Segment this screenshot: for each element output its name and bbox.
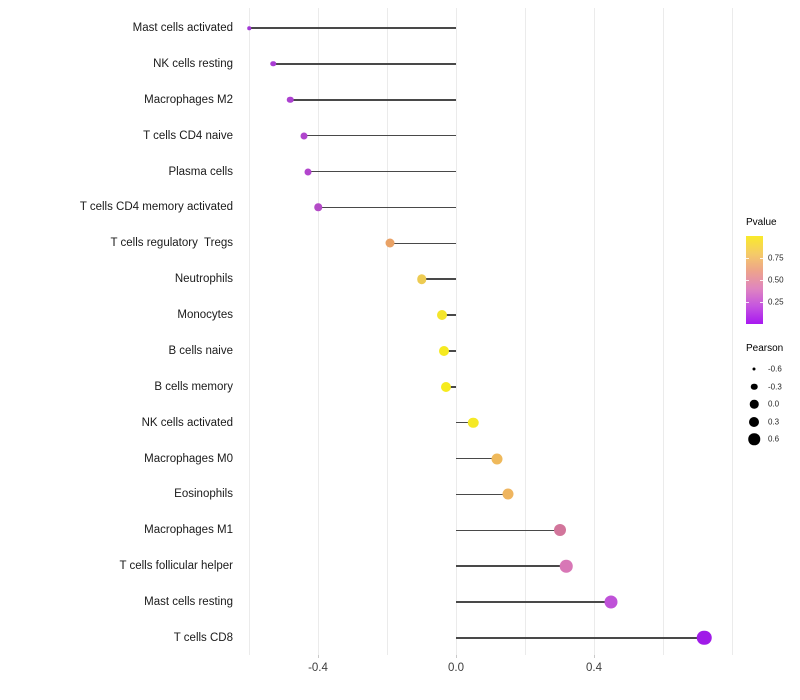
lollipop-stem — [456, 457, 498, 460]
y-axis-label: T cells CD8 — [173, 631, 233, 644]
x-tick-mark — [594, 655, 595, 658]
y-axis-label: B cells memory — [154, 380, 233, 393]
gridline — [663, 8, 664, 655]
y-axis-label: Mast cells resting — [144, 596, 233, 609]
lollipop-dot — [416, 274, 427, 284]
pearson-size-dot — [750, 383, 758, 390]
lollipop-stem — [318, 206, 456, 209]
lollipop-dot — [697, 630, 712, 646]
y-axis-label: Eosinophils — [174, 488, 233, 501]
lollipop-stem — [307, 170, 456, 173]
lollipop-stem — [421, 278, 456, 280]
y-axis-label: T cells follicular helper — [119, 560, 233, 573]
lollipop-dot — [287, 96, 294, 103]
lollipop-dot — [553, 524, 566, 537]
pearson-size-label: 0.6 — [768, 434, 780, 444]
y-axis-label: Plasma cells — [168, 165, 233, 178]
gridline — [732, 8, 733, 655]
pearson-size-label: 0.0 — [768, 399, 780, 409]
lollipop-dot — [300, 132, 308, 140]
lollipop-stem — [290, 99, 456, 101]
lollipop-stem — [456, 493, 508, 496]
y-axis-label: T cells CD4 naive — [143, 129, 233, 142]
pearson-size-label: -0.6 — [768, 364, 782, 374]
colorbar-tick-label: 0.50 — [768, 275, 784, 285]
y-axis-label: T cells CD4 memory activated — [79, 201, 233, 214]
lollipop-stem — [456, 421, 474, 424]
colorbar-tick-label: 0.25 — [768, 297, 784, 307]
y-axis-label: NK cells resting — [153, 57, 233, 70]
colorbar-tick-mark — [760, 302, 763, 303]
y-axis-label: B cells naive — [168, 344, 233, 357]
lollipop-dot — [314, 203, 322, 212]
y-axis-label: Mast cells activated — [132, 22, 233, 34]
pearson-size-dot — [748, 433, 760, 445]
lollipop-stem — [442, 314, 456, 316]
pearson-size-label: -0.3 — [768, 382, 782, 391]
y-axis-label: Monocytes — [177, 309, 233, 322]
lollipop-dot — [437, 310, 448, 321]
lollipop-stem — [390, 242, 456, 245]
lollipop-stem — [445, 386, 456, 388]
lollipop-stem — [273, 63, 456, 65]
pearson-size-dot — [749, 399, 759, 409]
colorbar-tick-mark — [760, 258, 763, 259]
lollipop-dot — [502, 488, 514, 500]
x-tick-mark — [318, 655, 319, 658]
lollipop-stem — [456, 565, 567, 567]
x-tick-label: -0.4 — [308, 662, 328, 674]
x-tick-mark — [456, 655, 457, 658]
pvalue-legend-title: Pvalue — [746, 217, 777, 228]
x-tick-label: 0.0 — [448, 662, 464, 674]
colorbar-tick-mark — [746, 280, 749, 281]
lollipop-stem — [456, 637, 705, 639]
y-axis-label: Macrophages M0 — [144, 452, 233, 465]
gridline — [456, 8, 457, 655]
lollipop-dot — [560, 559, 573, 573]
lollipop-dot — [304, 168, 312, 176]
pearson-size-dot — [752, 367, 756, 371]
colorbar-tick-mark — [746, 302, 749, 303]
y-axis-label: Neutrophils — [174, 273, 233, 286]
lollipop-stem — [456, 601, 612, 603]
y-axis-label: Macrophages M1 — [144, 524, 233, 537]
lollipop-dot — [247, 26, 251, 30]
pearson-legend-title: Pearson — [746, 343, 784, 354]
pearson-size-label: 0.3 — [768, 417, 780, 426]
lollipop-stem — [443, 350, 456, 352]
gridline — [594, 8, 595, 655]
pearson-size-dot — [749, 416, 759, 427]
lollipop-stem — [249, 27, 456, 29]
gridline — [525, 8, 526, 655]
lollipop-dot — [440, 381, 451, 392]
x-tick-label: 0.4 — [586, 662, 602, 674]
lollipop-stem — [304, 134, 456, 137]
colorbar-tick-label: 0.75 — [768, 253, 784, 263]
pvalue-colorbar — [746, 236, 763, 324]
lollipop-dot — [468, 417, 479, 428]
gridline — [249, 8, 250, 655]
gridline — [318, 8, 319, 655]
colorbar-tick-mark — [746, 258, 749, 259]
y-axis-label: T cells regulatory Tregs — [110, 237, 233, 250]
lollipop-dot — [385, 238, 395, 248]
lollipop-stem — [456, 529, 560, 532]
lollipop-dot — [270, 61, 276, 67]
y-axis-label: NK cells activated — [141, 416, 233, 429]
y-axis-label: Macrophages M2 — [144, 93, 233, 106]
lollipop-dot — [604, 595, 618, 609]
gridline — [387, 8, 388, 655]
lollipop-dot — [438, 345, 449, 356]
lollipop-dot — [491, 453, 503, 465]
colorbar-tick-mark — [760, 280, 763, 281]
